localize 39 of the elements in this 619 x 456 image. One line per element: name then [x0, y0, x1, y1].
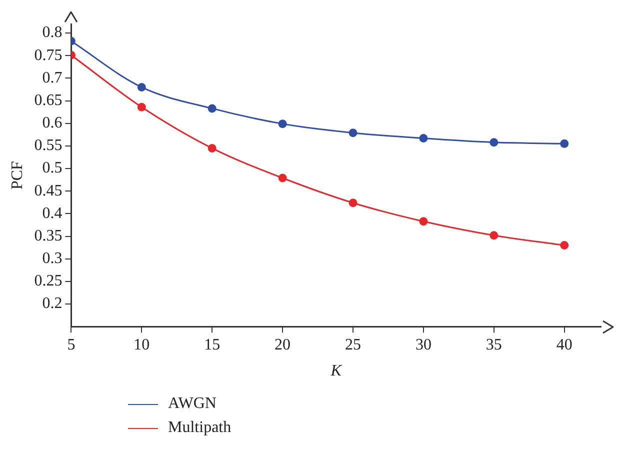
point [208, 104, 216, 113]
legend-label: AWGN [168, 395, 216, 413]
point [208, 144, 216, 152]
y-axis-title: PCF [8, 160, 26, 190]
y-tick-label: 0.8 [42, 24, 62, 42]
y-tick-label: 0.75 [34, 46, 62, 64]
y-tick-label: 0.25 [34, 272, 62, 290]
y-tick-label: 0.6 [42, 114, 62, 132]
y-tick-label: 0.55 [34, 137, 62, 154]
point [419, 134, 428, 143]
y-tick-label: 0.65 [34, 92, 62, 109]
y-tick-label: 0.45 [34, 182, 62, 200]
x-tick-label: 5 [67, 336, 76, 354]
point [137, 82, 146, 92]
x-tick-label: 10 [134, 336, 150, 354]
x-tick-label: 30 [415, 336, 432, 354]
legend-label: Multipath [168, 419, 232, 437]
y-tick-label: 0.2 [42, 295, 62, 312]
x-tick-label: 20 [274, 336, 291, 354]
y-tick-label: 0.5 [42, 160, 62, 177]
x-tick-label: 35 [486, 336, 502, 354]
point [278, 120, 287, 128]
point [419, 217, 428, 226]
point [137, 102, 146, 112]
point [348, 128, 358, 138]
x-tick-label: 40 [556, 336, 572, 354]
point [490, 138, 498, 147]
x-tick-label: 15 [204, 336, 220, 354]
point [278, 174, 287, 182]
y-tick-label: 0.4 [42, 204, 62, 222]
x-axis-title: K [330, 362, 343, 380]
x-tick-label: 25 [345, 336, 362, 354]
point [560, 139, 569, 148]
point [560, 241, 569, 250]
y-tick-label: 0.35 [34, 227, 62, 244]
y-tick-label: 0.3 [42, 250, 62, 268]
y-tick-label: 0.7 [42, 69, 62, 86]
point [348, 198, 358, 208]
point [490, 231, 498, 240]
